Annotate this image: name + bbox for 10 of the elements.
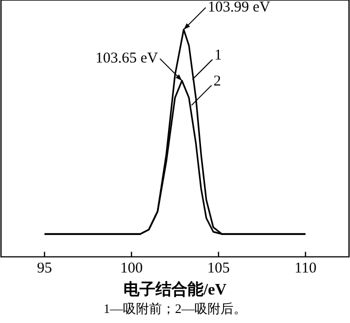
text: 1—吸附前；2—吸附后。 — [102, 300, 248, 318]
x-tick-label: 105 — [207, 260, 230, 277]
series-label: 1 — [214, 47, 222, 64]
x-tick-label: 100 — [120, 260, 143, 277]
annotation: 103.99 eV — [208, 0, 270, 16]
annotation: 103.65 eV — [95, 50, 158, 67]
x-tick-label: 95 — [37, 260, 52, 277]
legend-label: 2 — [214, 73, 222, 90]
x-axis-title: 电子结合能/eV — [123, 280, 227, 299]
x-tick-label: 110 — [294, 260, 316, 277]
